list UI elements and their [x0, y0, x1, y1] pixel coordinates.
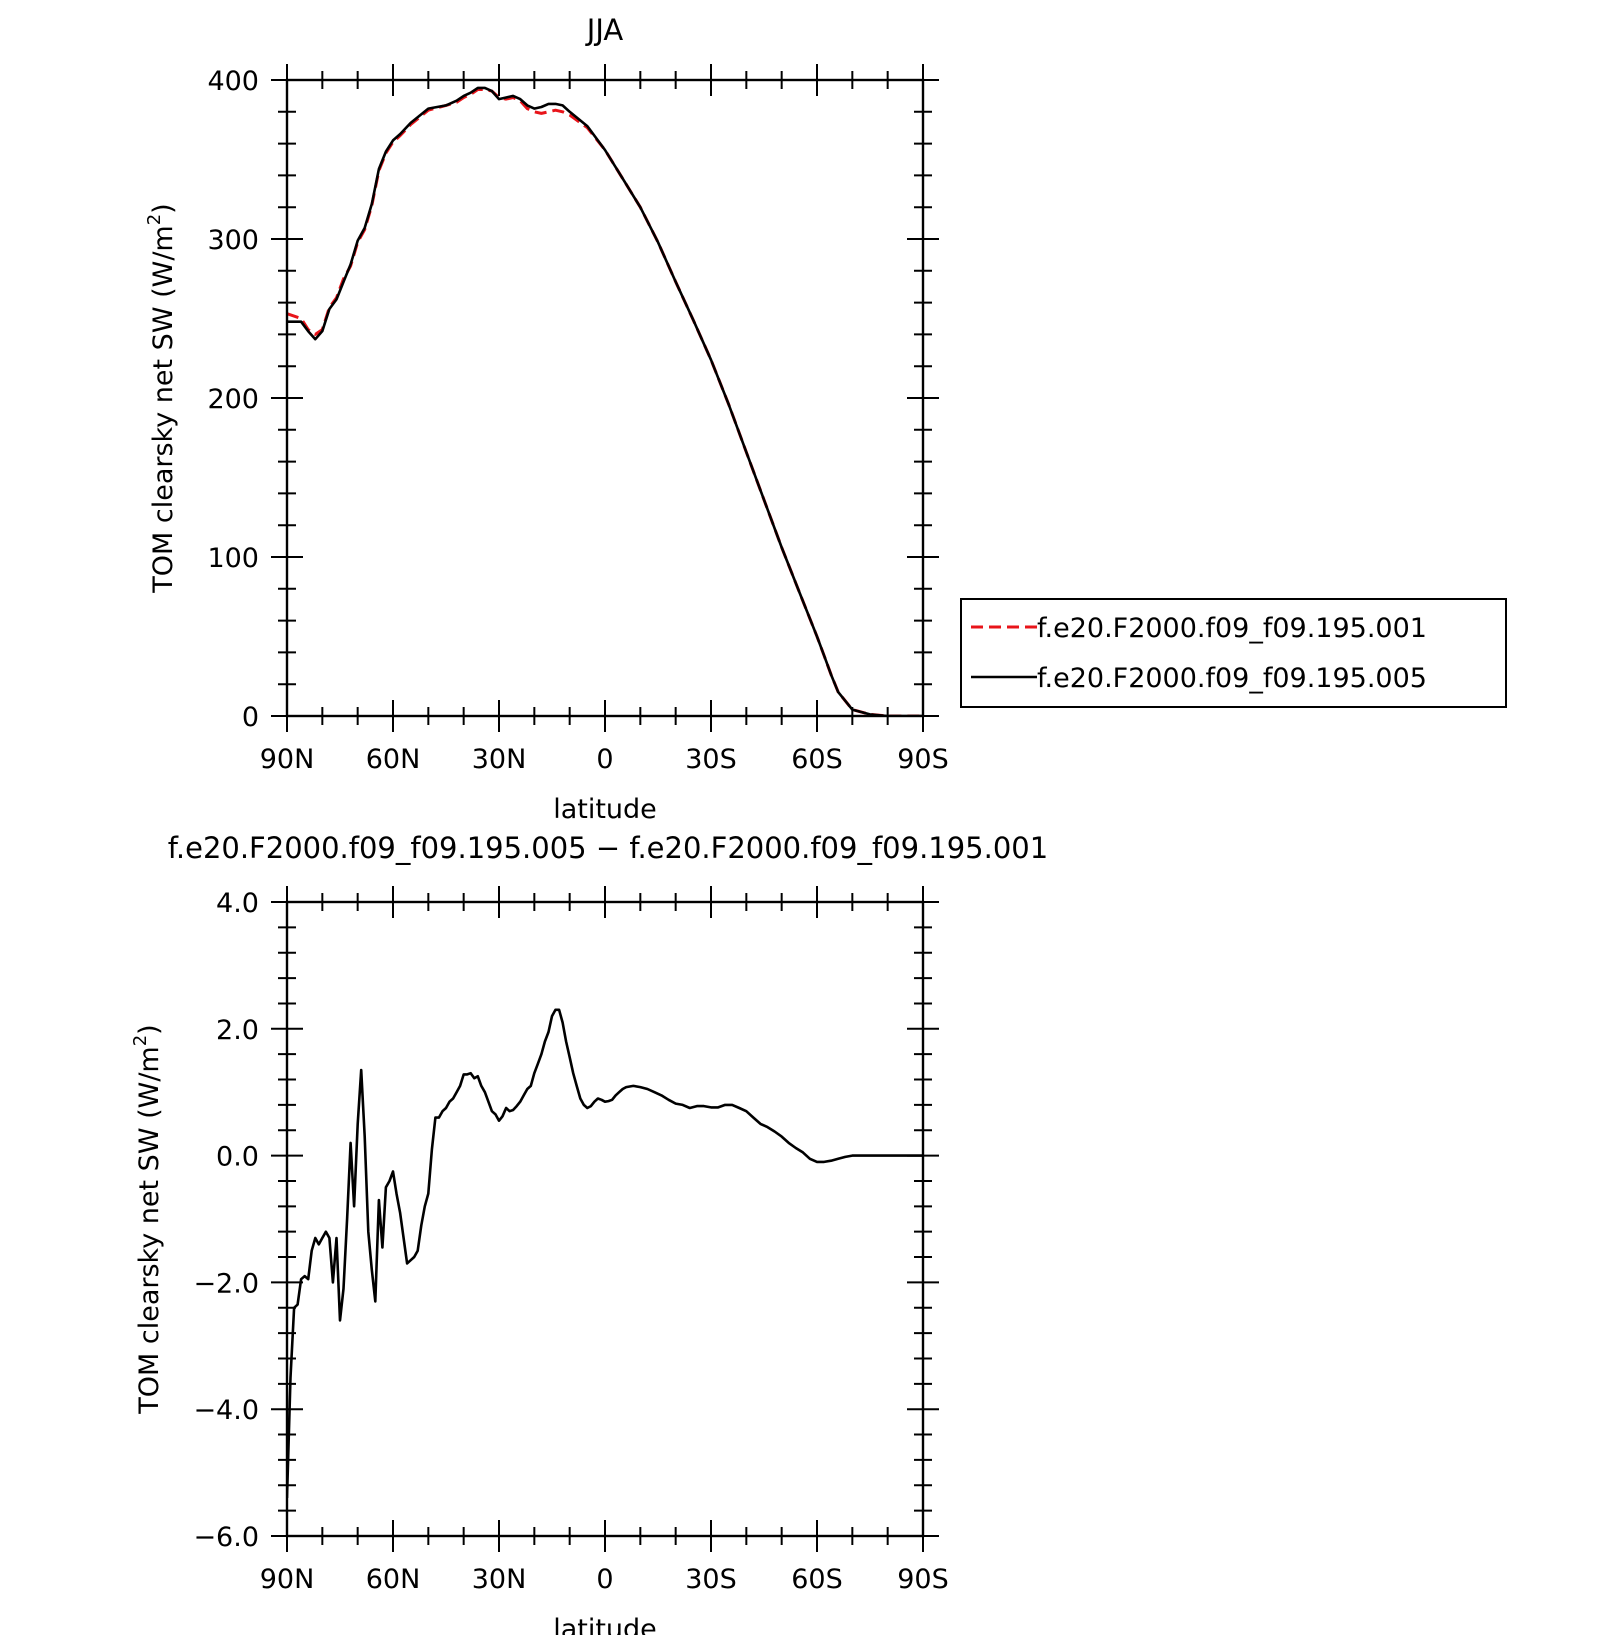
legend-box	[960, 598, 1507, 708]
y-axis-label: TOM clearsky net SW (W/m2)	[144, 203, 179, 593]
y-axis-label-main: TOM clearsky net SW (W/m	[148, 225, 179, 593]
x-tick-label: 30S	[685, 744, 737, 775]
y-tick-label: 200	[207, 384, 259, 415]
y-axis-label: TOM clearsky net SW (W/m2)	[130, 1024, 165, 1414]
y-tick-label: 0	[242, 702, 259, 733]
x-axis-label: latitude	[553, 1614, 657, 1635]
y-axis-label-close: )	[134, 1024, 165, 1035]
y-axis-label-main: TOM clearsky net SW (W/m	[134, 1046, 165, 1414]
y-axis-label-superscript: 2	[144, 214, 165, 225]
legend-label-2: f.e20.F2000.f09_f09.195.005	[1037, 663, 1427, 694]
x-tick-label: 60S	[791, 1564, 843, 1595]
x-tick-label: 30N	[472, 1564, 527, 1595]
x-tick-label: 90S	[897, 744, 949, 775]
x-tick-label: 30N	[472, 744, 527, 775]
chart-title: JJA	[585, 13, 624, 47]
x-tick-label: 0	[596, 1564, 613, 1595]
plot-frame	[285, 78, 925, 718]
series-line-1	[287, 1008, 923, 1499]
x-tick-label: 90S	[897, 1564, 949, 1595]
chart-title: f.e20.F2000.f09_f09.195.005 − f.e20.F200…	[168, 831, 1048, 865]
series-line-1	[287, 88, 923, 716]
y-axis-label-close: )	[148, 203, 179, 214]
y-tick-label: −2.0	[193, 1268, 259, 1299]
legend: f.e20.F2000.f09_f09.195.001 f.e20.F2000.f…	[960, 598, 1507, 708]
x-tick-label: 90N	[260, 1564, 315, 1595]
y-tick-label: 400	[207, 66, 259, 97]
chart-panel-2: f.e20.F2000.f09_f09.195.005 − f.e20.F200…	[130, 831, 1048, 1635]
x-tick-label: 90N	[260, 744, 315, 775]
x-tick-label: 60N	[366, 744, 421, 775]
y-tick-label: 300	[207, 225, 259, 256]
y-tick-label: 2.0	[216, 1015, 259, 1046]
y-tick-label: 100	[207, 543, 259, 574]
x-tick-label: 60N	[366, 1564, 421, 1595]
chart-panel-1: JJA 90N 60N 30N 0 30S 60S 90S 0 100 200 300 400 latit…	[144, 13, 1507, 825]
x-tick-label: 30S	[685, 1564, 737, 1595]
x-axis-label: latitude	[553, 794, 657, 825]
x-tick-label: 60S	[791, 744, 843, 775]
y-tick-label: −4.0	[193, 1395, 259, 1426]
x-tick-label: 0	[596, 744, 613, 775]
legend-label-1: f.e20.F2000.f09_f09.195.001	[1037, 613, 1427, 644]
plot-frame	[285, 900, 925, 1538]
y-tick-label: 4.0	[216, 888, 259, 919]
series-line-2	[287, 86, 923, 716]
y-tick-label: −6.0	[193, 1522, 259, 1553]
y-axis-label-superscript: 2	[130, 1035, 151, 1046]
y-tick-label: 0.0	[216, 1142, 259, 1173]
